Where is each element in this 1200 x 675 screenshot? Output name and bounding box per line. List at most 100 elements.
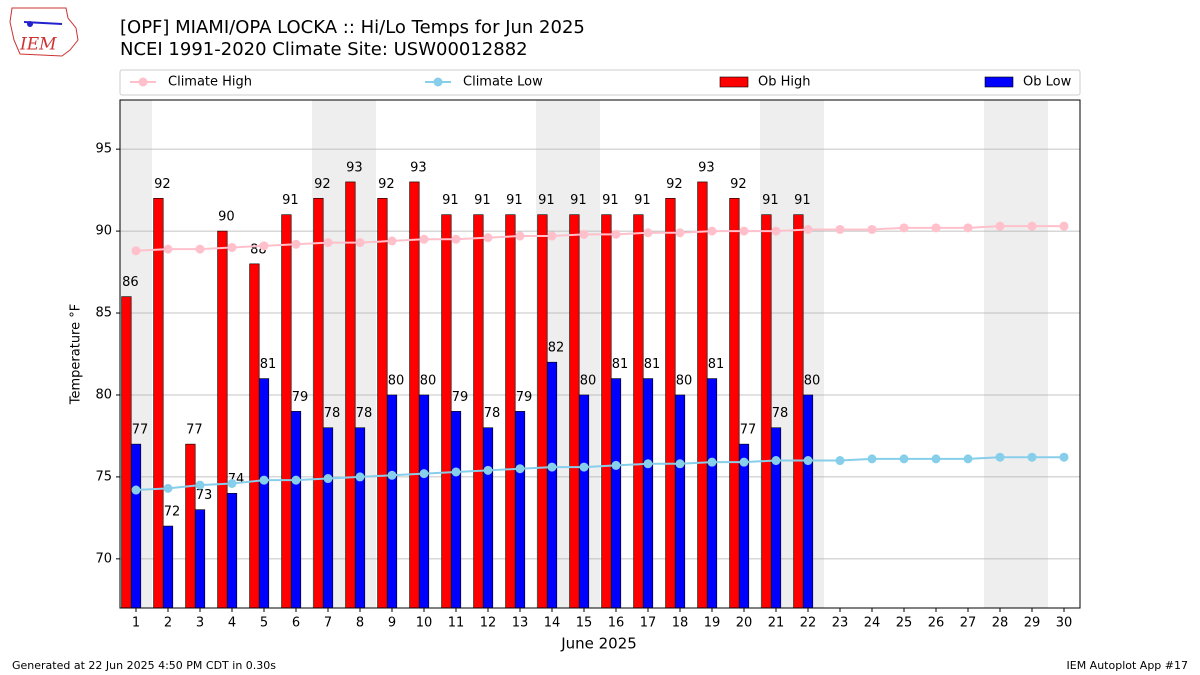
data-label: 91 (634, 193, 651, 208)
line-marker (291, 475, 301, 485)
bar (258, 378, 270, 609)
bar (514, 411, 526, 609)
bar (386, 394, 398, 609)
line (135, 225, 1064, 252)
bar (546, 361, 558, 609)
line-marker (259, 241, 269, 251)
line-marker (547, 231, 557, 241)
data-label: 92 (730, 177, 747, 192)
data-label: 92 (154, 177, 171, 192)
bar (633, 214, 644, 609)
line-marker (931, 454, 941, 464)
y-tick-label: 80 (95, 387, 112, 402)
line-marker (771, 456, 781, 466)
data-label: 81 (612, 357, 629, 372)
line-marker (451, 234, 461, 244)
line-marker (835, 224, 845, 234)
data-label: 91 (506, 193, 523, 208)
x-tick-label: 5 (260, 616, 268, 631)
data-label: 80 (580, 373, 597, 388)
data-label: 91 (538, 193, 555, 208)
logo-text: IEM (19, 35, 57, 55)
line-marker (707, 457, 717, 467)
line-marker (803, 456, 813, 466)
x-tick-label: 27 (960, 616, 977, 631)
data-label: 79 (516, 390, 533, 405)
bar (121, 296, 132, 609)
data-label: 91 (602, 193, 619, 208)
x-tick-label: 14 (544, 616, 561, 631)
y-axis-label: Temperature °F (69, 304, 84, 405)
data-label: 86 (122, 275, 139, 290)
y-tick-label: 70 (95, 551, 112, 566)
line-marker (195, 480, 205, 490)
bar (377, 198, 388, 609)
bar (322, 427, 334, 609)
data-label: 92 (378, 177, 395, 192)
line-marker (515, 231, 525, 241)
line-marker (387, 236, 397, 246)
bar (505, 214, 516, 609)
data-label: 80 (804, 373, 821, 388)
data-label: 92 (314, 177, 331, 192)
bar (162, 525, 174, 609)
plot-frame (119, 99, 1081, 609)
line-marker (611, 460, 621, 470)
line-marker (483, 465, 493, 475)
legend-swatch (719, 76, 749, 88)
data-label: 91 (282, 193, 299, 208)
bar (578, 394, 590, 609)
weekend-band (1016, 100, 1048, 608)
bar (153, 198, 164, 609)
data-label: 90 (218, 210, 235, 225)
bar (601, 214, 612, 609)
data-label: 91 (794, 193, 811, 208)
data-label: 79 (452, 390, 469, 405)
y-tick-label: 95 (95, 142, 112, 157)
x-axis-label: June 2025 (560, 635, 637, 653)
chart-title: [OPF] MIAMI/OPA LOCKA :: Hi/Lo Temps for… (120, 17, 585, 38)
line-marker (355, 238, 365, 248)
bar (473, 214, 484, 609)
data-label: 77 (132, 423, 149, 438)
bar (290, 411, 302, 609)
line-marker (1027, 452, 1037, 462)
weekend-band (984, 100, 1016, 608)
line-marker (195, 244, 205, 254)
bar (770, 427, 782, 609)
data-label: 77 (186, 423, 203, 438)
line-marker (291, 239, 301, 249)
bar (674, 394, 686, 609)
line-marker (995, 452, 1005, 462)
line-marker (963, 454, 973, 464)
bar (249, 263, 260, 609)
line-marker (643, 228, 653, 238)
line-marker (323, 474, 333, 484)
bar (217, 230, 228, 609)
x-tick-label: 28 (992, 616, 1009, 631)
data-label: 78 (356, 406, 373, 421)
bar (738, 443, 750, 609)
bar (345, 181, 356, 609)
x-tick-label: 3 (196, 616, 204, 631)
line-marker (387, 470, 397, 480)
footer-left: Generated at 22 Jun 2025 4:50 PM CDT in … (12, 659, 276, 672)
line-marker (675, 459, 685, 469)
data-label: 78 (484, 406, 501, 421)
x-tick-label: 6 (292, 616, 300, 631)
x-tick-label: 13 (512, 616, 529, 631)
data-label: 78 (772, 406, 789, 421)
x-tick-label: 1 (132, 616, 140, 631)
line-marker (995, 221, 1005, 231)
x-tick-label: 8 (356, 616, 364, 631)
data-label: 72 (164, 505, 181, 520)
line-marker (739, 457, 749, 467)
x-tick-label: 15 (576, 616, 593, 631)
data-label: 92 (666, 177, 683, 192)
data-label: 93 (346, 160, 363, 175)
y-tick-label: 90 (95, 224, 112, 239)
line-marker (259, 475, 269, 485)
data-label: 77 (740, 423, 757, 438)
line-marker (1027, 221, 1037, 231)
x-tick-label: 25 (896, 616, 913, 631)
